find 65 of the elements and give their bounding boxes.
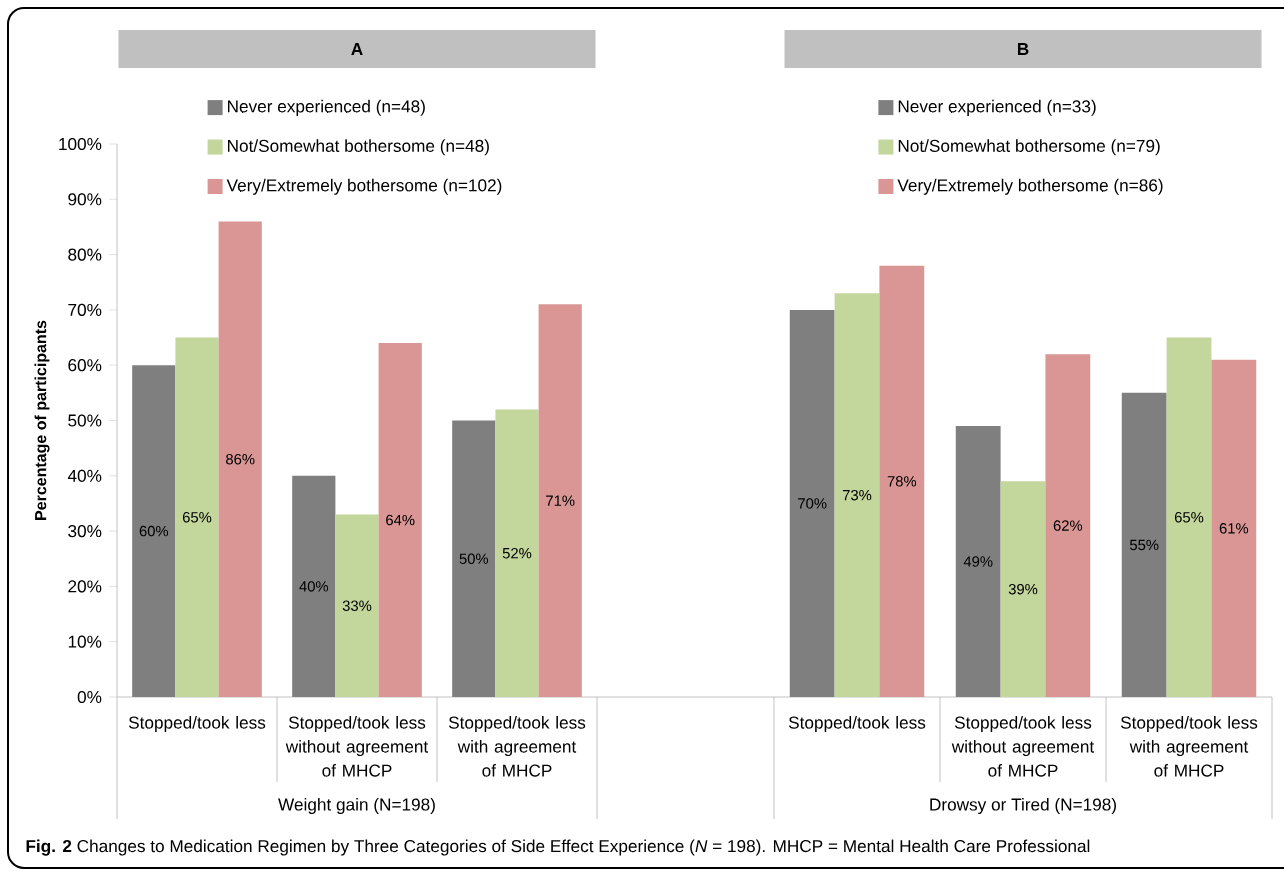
data-label: 50%: [459, 553, 489, 564]
legend-label: Not/Somewhat bothersome (n=48): [228, 139, 489, 156]
y-tick-label: 50%: [68, 414, 102, 427]
bar: [955, 426, 1001, 697]
text: Fig. 2 Changes to Medication Regimen by Three Categories of Side Effect Experience (N = 198). MHCP = Mental Health Care Professional: [26, 839, 1090, 856]
data-label: 55%: [1129, 539, 1159, 551]
x-tick-label: Stopped/took less with agreement of MHCP: [1120, 716, 1258, 777]
x-tick-label: Stopped/took less with agreement of MHCP: [448, 716, 586, 777]
data-label: 33%: [342, 600, 372, 612]
bar: [175, 337, 219, 697]
x-tick-label: Stopped/took less: [128, 716, 266, 733]
bar: [1045, 354, 1091, 697]
y-tick-label: 80%: [68, 248, 102, 261]
data-label: 62%: [1053, 520, 1083, 531]
y-tick-label: 0%: [77, 690, 102, 704]
data-label: 60%: [139, 525, 169, 537]
y-tick-label: 30%: [68, 525, 102, 538]
y-tick-label: 40%: [67, 469, 102, 482]
y-tick-label: 70%: [68, 303, 102, 316]
chart-title: B: [1017, 43, 1029, 55]
data-label: 61%: [1219, 523, 1249, 534]
data-label: 49%: [963, 556, 993, 567]
legend-label: Never experienced (n=33): [898, 99, 1096, 116]
bar: [789, 309, 835, 697]
legend-label: Very/Extremely bothersome (n=102): [226, 178, 502, 195]
bar: [452, 420, 496, 697]
x-axis-title: Weight gain (N=198): [278, 798, 435, 815]
legend-label: Very/Extremely bothersome (n=86): [897, 178, 1163, 195]
bar: [1166, 337, 1212, 697]
data-label: 78%: [887, 476, 917, 487]
x-axis-title: Drowsy or Tired (N=198): [930, 798, 1116, 815]
bar: [1000, 481, 1046, 697]
bar: [378, 343, 422, 697]
bar: [335, 514, 379, 697]
y-axis-title: Percentage of participants: [34, 320, 50, 520]
data-label: 65%: [1174, 512, 1204, 523]
data-label: 64%: [386, 514, 415, 526]
y-tick-label: 10%: [68, 635, 102, 648]
bar: [1121, 392, 1167, 697]
y-tick-label: 90%: [68, 193, 102, 206]
x-tick-label: Stopped/took less: [788, 716, 926, 733]
data-label: 65%: [182, 512, 212, 523]
y-tick-label: 60%: [68, 359, 102, 372]
bar: [834, 293, 880, 697]
x-tick-label: Stopped/took less without agreement of MHCP: [951, 716, 1095, 777]
legend-label: Not/Somewhat bothersome (n=79): [898, 139, 1160, 156]
data-label: 71%: [546, 495, 575, 506]
bar: [1211, 359, 1257, 697]
data-label: 40%: [299, 581, 329, 592]
data-label: 39%: [1008, 583, 1038, 595]
data-label: 73%: [842, 489, 872, 501]
data-label: 70%: [798, 498, 827, 509]
data-label: 86%: [226, 453, 255, 465]
bar: [538, 304, 582, 697]
chart-title: A: [351, 43, 363, 55]
bar: [292, 475, 336, 697]
data-label: 52%: [502, 547, 532, 559]
bar: [879, 265, 925, 697]
bar: [495, 409, 539, 697]
y-tick-label: 20%: [68, 580, 102, 593]
y-tick-label: 100%: [59, 137, 102, 151]
bar: [218, 221, 262, 697]
legend-label: Never experienced (n=48): [228, 99, 425, 116]
bar: [132, 365, 176, 697]
x-tick-label: Stopped/took less without agreement of MHCP: [285, 716, 429, 777]
